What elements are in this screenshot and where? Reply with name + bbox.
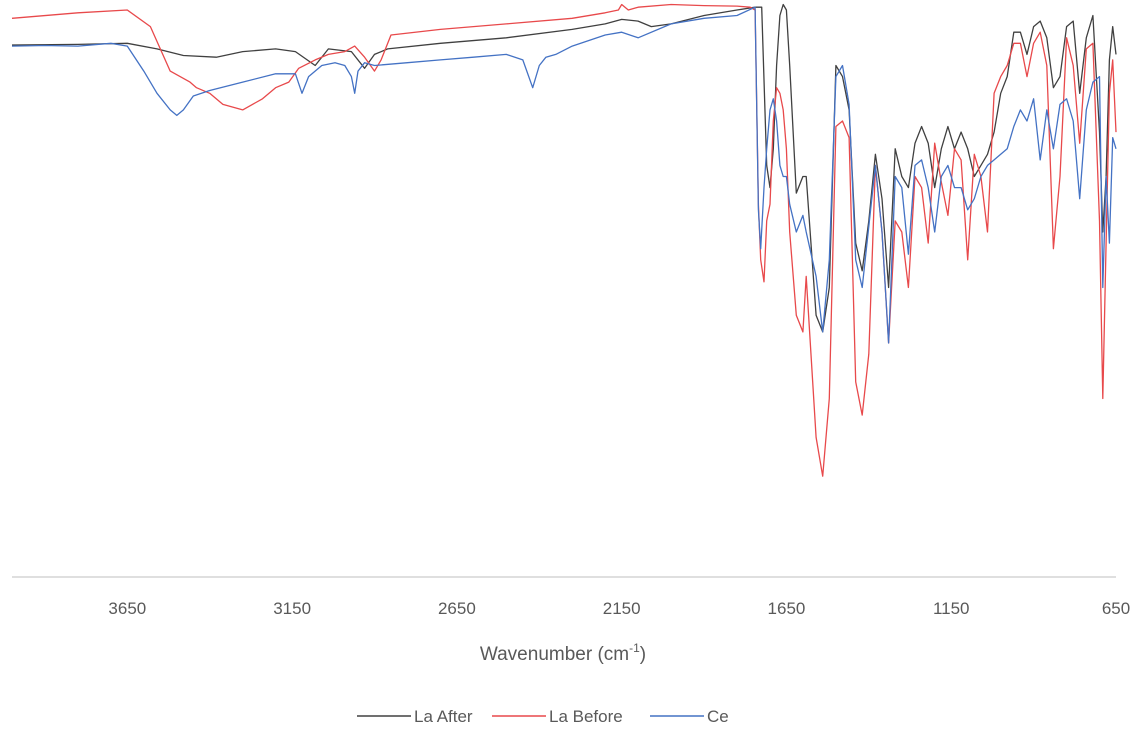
x-tick-label: 2150 xyxy=(603,599,641,618)
series-line-2 xyxy=(11,6,1117,344)
legend: La After La Before Ce xyxy=(357,707,729,726)
x-tick-label: 3650 xyxy=(108,599,146,618)
x-axis-title-text: Wavenumber (cm xyxy=(480,644,629,665)
series-line-0 xyxy=(11,3,1117,333)
x-axis-title: Wavenumber (cm-1) xyxy=(480,641,646,665)
x-axis-title-superscript: -1 xyxy=(629,641,640,655)
x-tick-label: 1150 xyxy=(933,599,970,618)
series-line-1 xyxy=(11,3,1117,477)
x-tick-label: 650 xyxy=(1102,599,1130,618)
x-tick-label: 3150 xyxy=(273,599,311,618)
x-axis-ticks: 3650 3150 2650 2150 1650 1150 650 xyxy=(108,599,1130,618)
x-tick-label: 1650 xyxy=(768,599,806,618)
legend-label: La Before xyxy=(549,707,623,726)
x-axis-title-suffix: ) xyxy=(640,644,646,665)
series-layer xyxy=(11,3,1117,477)
x-tick-label: 2650 xyxy=(438,599,476,618)
legend-label: La After xyxy=(414,707,473,726)
legend-label: Ce xyxy=(707,707,729,726)
